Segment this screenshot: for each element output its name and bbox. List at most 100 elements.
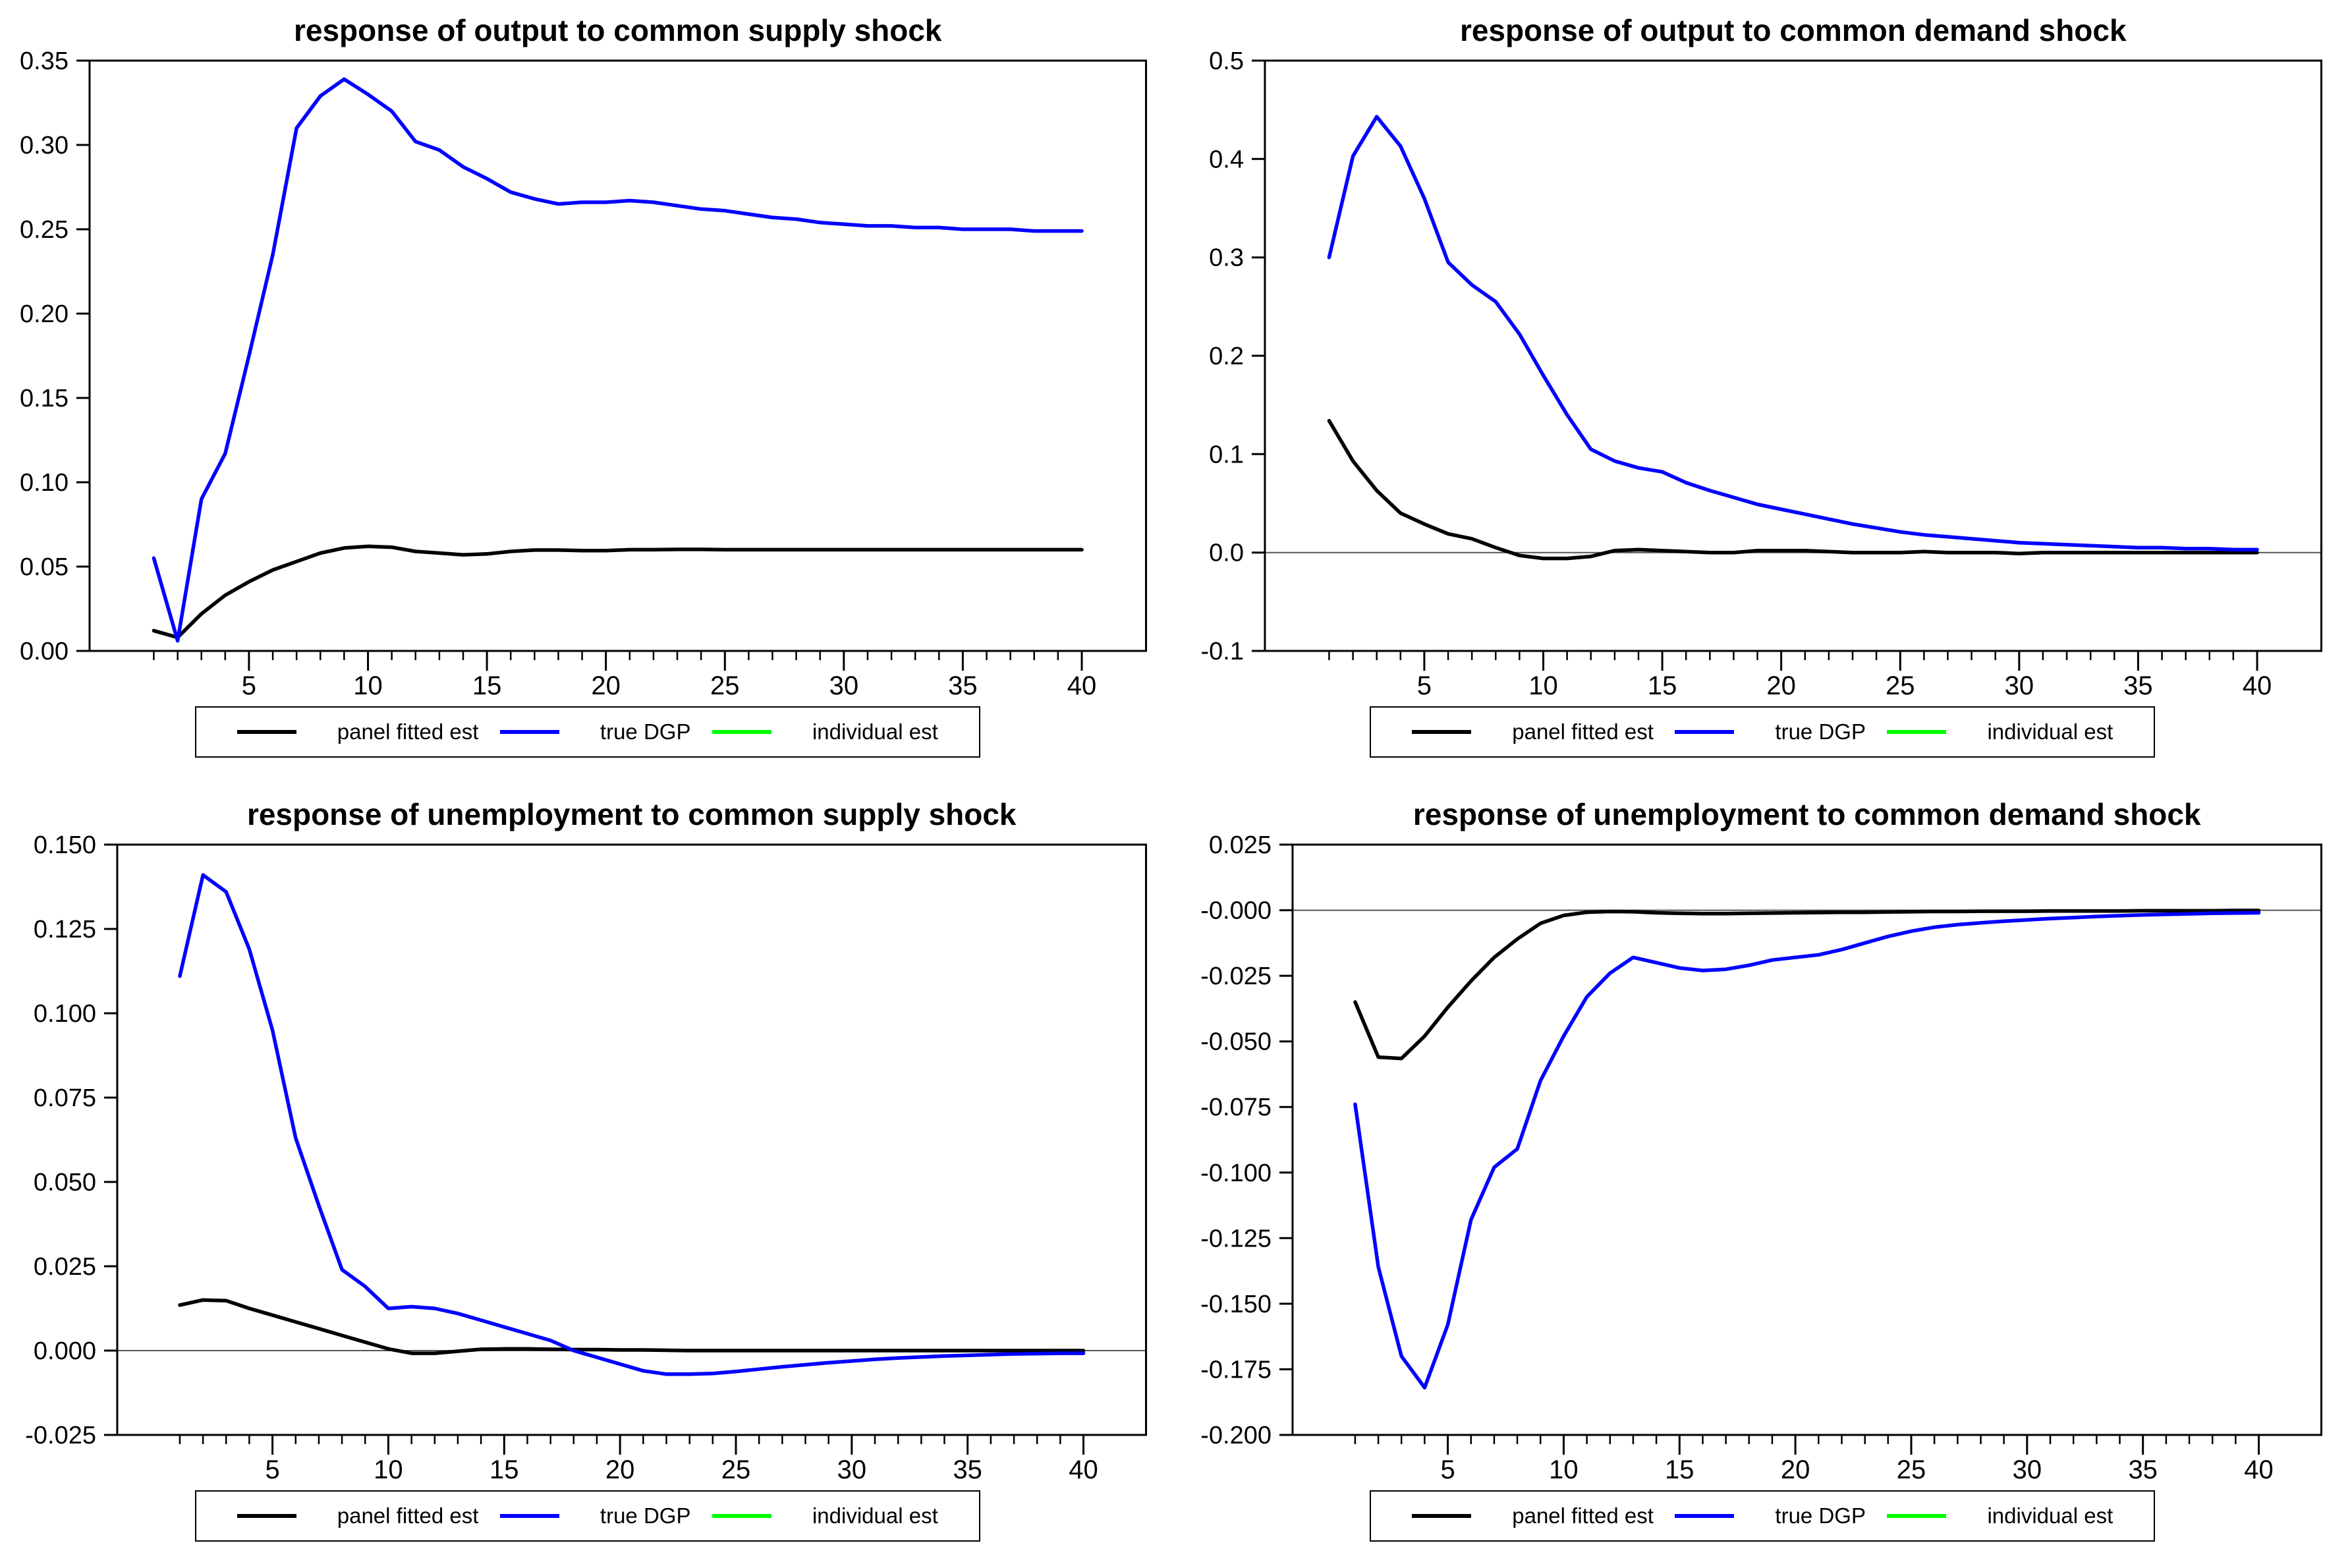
y-axis: 0.5 0.4 0.3 0.2 0.1 0.0 -0.1: [1200, 47, 1265, 665]
x-tick-label: 30: [837, 1455, 866, 1484]
y-tick-label: 0.150: [34, 831, 96, 859]
x-tick-label: 15: [1647, 671, 1676, 700]
legend-line-sample-true-dgp: [1675, 1514, 1735, 1518]
y-tick-label: 0.00: [20, 638, 69, 665]
legend-label: individual est: [812, 719, 938, 744]
y-tick-label: -0.000: [1200, 897, 1272, 925]
x-tick-label: 40: [1067, 671, 1096, 700]
legend-line-sample-true-dgp: [499, 1514, 559, 1518]
y-tick-label: -0.175: [1200, 1356, 1272, 1384]
y-tick-label: 0.100: [34, 1000, 96, 1028]
x-tick-label: 25: [1896, 1455, 1925, 1484]
y-tick-label: -0.025: [1200, 963, 1272, 990]
series-line-panel-fitted-est: [178, 1298, 1086, 1355]
legend-label: individual est: [812, 1503, 938, 1528]
legend-label: true DGP: [600, 1503, 691, 1528]
x-axis: 5 10 15 20 25 30 35 40: [1354, 1435, 2273, 1484]
chart-svg-unemployment-supply: response of unemployment to common suppl…: [25, 797, 1148, 1484]
legend-label: true DGP: [1775, 719, 1866, 744]
legend-item-individual-est: individual est: [712, 1503, 938, 1528]
y-tick-label: 0.20: [20, 300, 69, 328]
x-tick-label: 10: [1549, 1455, 1578, 1484]
y-tick-label: -0.150: [1200, 1291, 1272, 1318]
chart-title: response of unemployment to common suppl…: [247, 797, 1017, 831]
series-line-panel-fitted-est: [152, 544, 1084, 640]
x-tick-label: 15: [472, 671, 501, 700]
y-tick-label: -0.125: [1200, 1225, 1272, 1252]
x-tick-label: 25: [1886, 671, 1915, 700]
x-tick-label: 35: [2123, 671, 2152, 700]
legend-label: panel fitted est: [337, 1503, 479, 1528]
y-tick-label: -0.075: [1200, 1094, 1272, 1121]
legend-label: individual est: [1987, 1503, 2113, 1528]
x-tick-label: 40: [2242, 671, 2271, 700]
panel-output-supply-shock: response of output to common supply shoc…: [0, 0, 1175, 784]
legend-line-sample-individual-est: [1887, 730, 1947, 734]
legend-line-sample-individual-est: [712, 1514, 771, 1518]
x-tick-label: 5: [1440, 1455, 1455, 1484]
x-tick-label: 20: [591, 671, 620, 700]
legend-item-panel-fitted: panel fitted est: [237, 1503, 479, 1528]
y-tick-label: 0.05: [20, 553, 69, 581]
x-tick-label: 30: [2004, 671, 2033, 700]
x-tick-label: 20: [1780, 1455, 1809, 1484]
x-tick-label: 30: [829, 671, 858, 700]
chart-title: response of output to common supply shoc…: [294, 13, 942, 47]
x-axis: 5 10 15 20 25 30 35 40: [179, 1435, 1098, 1484]
x-tick-label: 40: [2244, 1455, 2273, 1484]
legend-label: true DGP: [1775, 1503, 1866, 1528]
panel-output-demand-shock: response of output to common demand shoc…: [1175, 0, 2350, 784]
legend-item-panel-fitted: panel fitted est: [1412, 719, 1654, 744]
legend-line-sample-individual-est: [1887, 1514, 1947, 1518]
x-tick-label: 20: [605, 1455, 634, 1484]
series-line-true-DGP: [152, 77, 1084, 643]
y-tick-label: -0.050: [1200, 1028, 1272, 1056]
series-line-panel-fitted-est: [1353, 909, 2260, 1061]
y-tick-label: 0.025: [34, 1253, 96, 1281]
y-tick-label: 0.25: [20, 216, 69, 244]
legend-item-true-dgp: true DGP: [499, 719, 690, 744]
legend-box: panel fitted est true DGP individual est: [1370, 1490, 2156, 1542]
series-line-panel-fitted-est: [1327, 418, 2259, 561]
plot-box: [1291, 843, 2322, 1436]
x-tick-label: 25: [710, 671, 739, 700]
y-tick-label: -0.025: [25, 1422, 96, 1449]
y-tick-label: -0.200: [1200, 1422, 1272, 1449]
legend-item-true-dgp: true DGP: [499, 1503, 691, 1528]
x-tick-label: 40: [1069, 1455, 1098, 1484]
y-tick-label: 0.3: [1209, 244, 1244, 272]
x-tick-label: 10: [374, 1455, 403, 1484]
legend-item-individual-est: individual est: [712, 719, 938, 744]
x-tick-label: 20: [1766, 671, 1795, 700]
legend-line-sample-true-dgp: [1675, 730, 1735, 734]
x-tick-label: 10: [1528, 671, 1557, 700]
legend-line-sample-panel-fitted: [1412, 1514, 1472, 1518]
y-tick-label: 0.000: [34, 1337, 96, 1365]
legend-box: panel fitted est true DGP individual est: [1370, 706, 2156, 758]
legend-box: panel fitted est true DGP individual est: [194, 706, 980, 758]
plot-box: [88, 59, 1148, 652]
y-tick-label: -0.100: [1200, 1160, 1272, 1187]
chart-title: response of output to common demand shoc…: [1459, 13, 2126, 47]
legend-item-individual-est: individual est: [1887, 1503, 2113, 1528]
legend-box: panel fitted est true DGP individual est: [194, 1490, 980, 1542]
y-tick-label: 0.5: [1209, 47, 1244, 75]
series-line-true-DGP: [1327, 115, 2259, 551]
y-tick-label: 0.30: [20, 132, 69, 159]
x-tick-label: 10: [353, 671, 382, 700]
series-line-true-DGP: [178, 873, 1086, 1376]
legend-item-panel-fitted: panel fitted est: [1412, 1503, 1654, 1528]
y-tick-label: 0.1: [1209, 441, 1244, 468]
x-axis: 5 10 15 20 25 30 35 40: [153, 651, 1096, 700]
y-tick-label: 0.075: [34, 1084, 96, 1112]
plot-box: [1263, 59, 2322, 652]
x-tick-label: 15: [1665, 1455, 1694, 1484]
y-axis: 0.025 -0.000 -0.025 -0.050 -0.075 -0.100 -0.12…: [1200, 831, 1293, 1449]
y-tick-label: 0.10: [20, 469, 69, 497]
legend-item-individual-est: individual est: [1887, 719, 2113, 744]
y-tick-label: 0.050: [34, 1169, 96, 1196]
series-line-true-DGP: [1353, 910, 2260, 1390]
y-axis: 0.150 0.125 0.100 0.075 0.050 0.025 0.000 -0.02…: [25, 831, 117, 1449]
y-tick-label: -0.1: [1200, 638, 1243, 665]
